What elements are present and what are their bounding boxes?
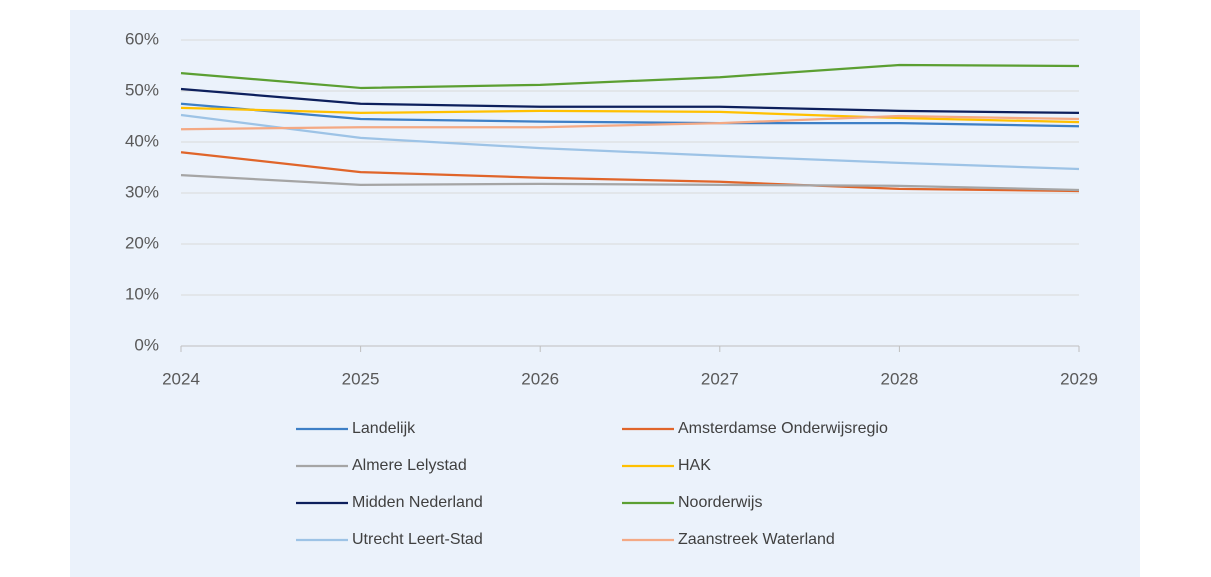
legend-label: Almere Lelystad — [352, 457, 467, 474]
x-tick-label: 2028 — [880, 369, 918, 388]
y-tick-label: 60% — [125, 29, 159, 48]
y-tick-label: 0% — [134, 335, 159, 354]
legend-label: Utrecht Leert-Stad — [352, 531, 483, 548]
legend-label: Zaanstreek Waterland — [678, 531, 835, 548]
y-tick-label: 30% — [125, 182, 159, 201]
y-tick-label: 40% — [125, 131, 159, 150]
series-line — [180, 102, 1080, 128]
series-line — [180, 87, 1080, 115]
series-line — [180, 114, 1080, 131]
series-line — [180, 113, 1080, 171]
x-tick-label: 2029 — [1060, 369, 1098, 388]
legend-label: Amsterdamse Onderwijsregio — [678, 420, 888, 437]
y-tick-label: 20% — [125, 233, 159, 252]
series-line — [180, 151, 1080, 193]
x-tick-label: 2026 — [521, 369, 559, 388]
y-tick-label: 50% — [125, 80, 159, 99]
x-tick-label: 2027 — [701, 369, 739, 388]
legend-label: Noorderwijs — [678, 494, 762, 511]
legend-label: HAK — [678, 457, 711, 474]
series-line — [180, 106, 1080, 124]
chart-background — [70, 10, 1140, 577]
legend-label: Midden Nederland — [352, 494, 483, 511]
legend-label: Landelijk — [352, 420, 416, 437]
x-tick-label: 2025 — [342, 369, 380, 388]
series-line — [180, 174, 1080, 192]
x-tick-label: 2024 — [162, 369, 200, 388]
y-tick-label: 10% — [125, 284, 159, 303]
series-line — [180, 63, 1080, 90]
